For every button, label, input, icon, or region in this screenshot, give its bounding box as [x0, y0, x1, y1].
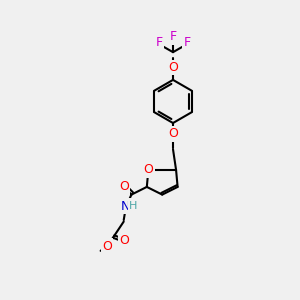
Text: F: F	[183, 36, 190, 50]
Text: O: O	[102, 240, 112, 253]
Text: N: N	[121, 200, 130, 213]
Text: O: O	[119, 233, 129, 247]
Text: O: O	[168, 61, 178, 74]
Text: F: F	[169, 30, 177, 43]
Text: H: H	[129, 201, 137, 211]
Text: F: F	[156, 36, 163, 50]
Text: O: O	[168, 127, 178, 140]
Text: O: O	[143, 164, 153, 176]
Text: O: O	[119, 180, 129, 194]
